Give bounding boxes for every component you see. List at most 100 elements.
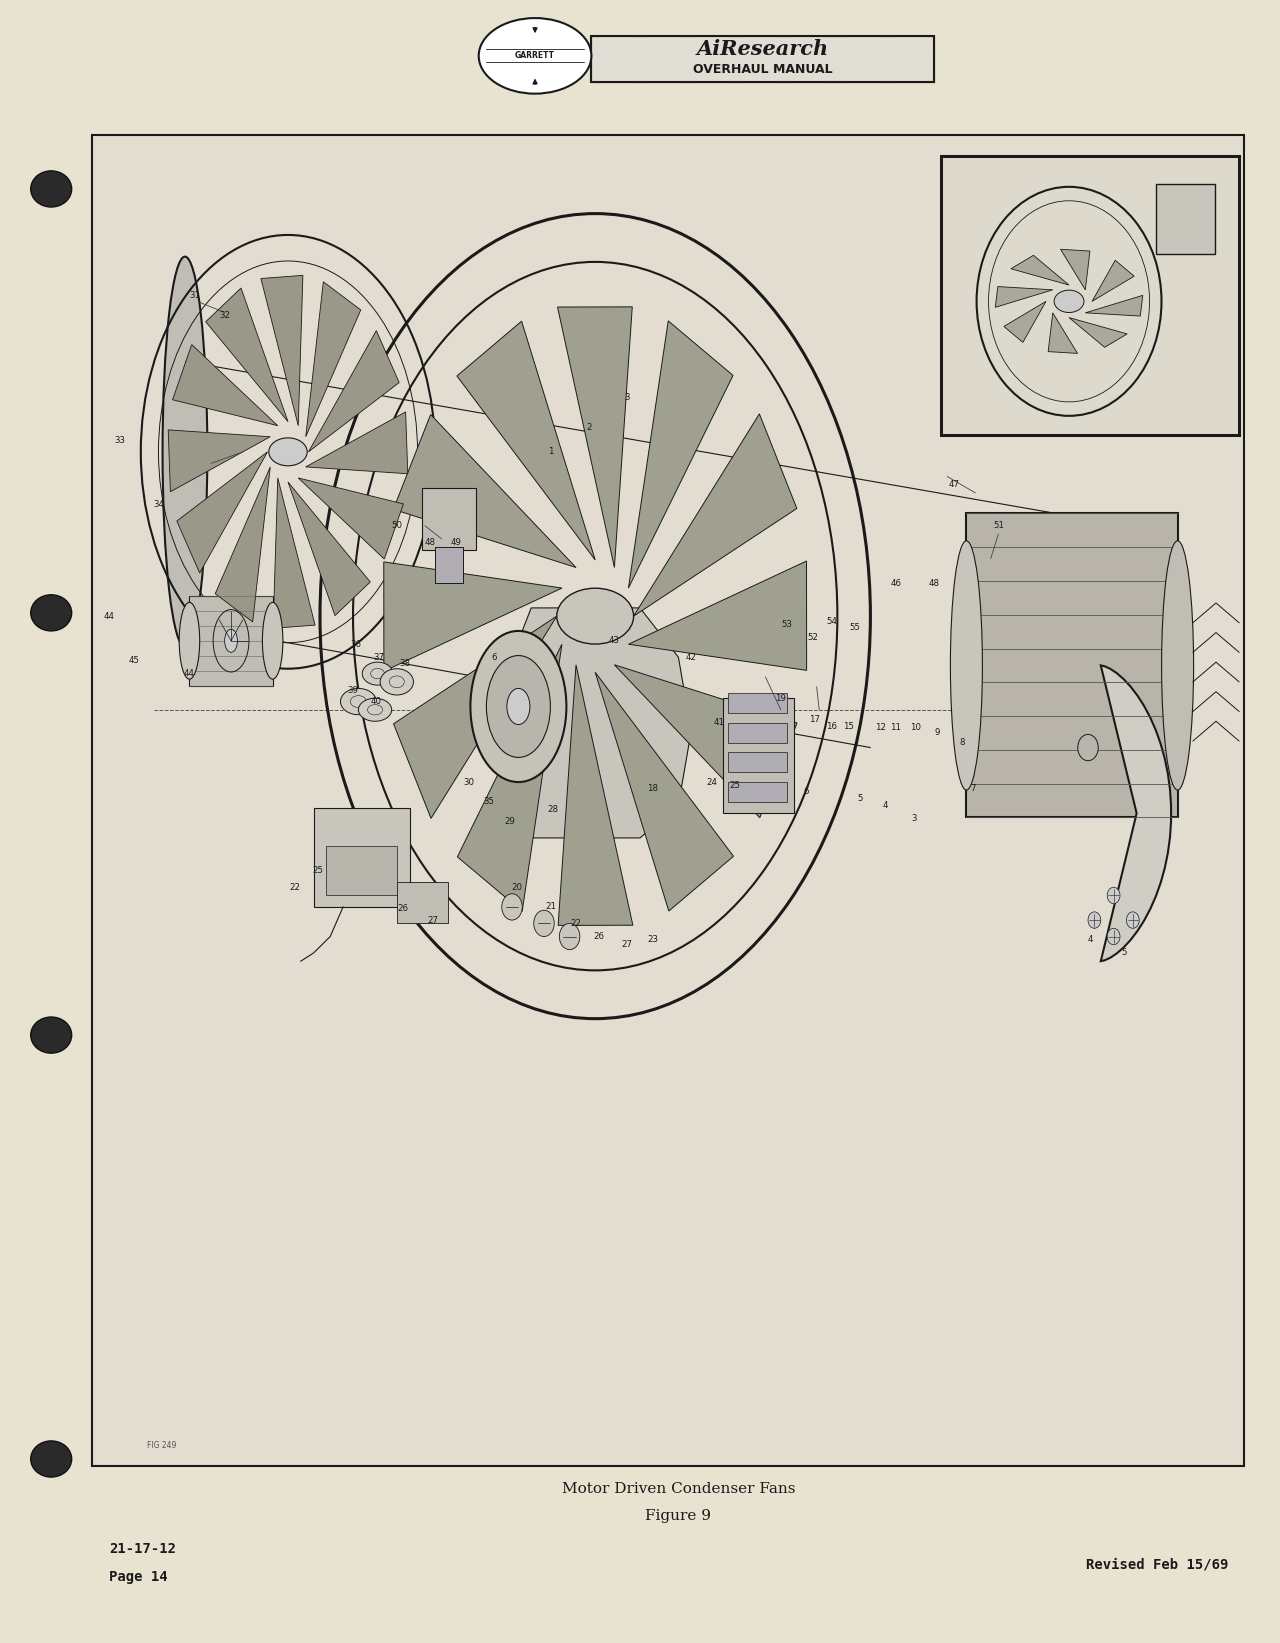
Bar [422,488,476,550]
Text: 27: 27 [428,915,438,925]
Ellipse shape [1162,541,1194,790]
Text: 16: 16 [827,721,837,731]
Text: 43: 43 [609,636,620,646]
Ellipse shape [502,894,522,920]
Text: 49: 49 [451,537,461,547]
Ellipse shape [471,631,567,782]
Ellipse shape [557,588,634,644]
Ellipse shape [507,688,530,725]
Text: 3: 3 [911,813,916,823]
Text: 24: 24 [707,777,717,787]
Text: Revised Feb 15/69: Revised Feb 15/69 [1087,1558,1229,1571]
Polygon shape [1061,250,1091,289]
Polygon shape [288,481,370,616]
Text: 36: 36 [351,639,361,649]
Text: 30: 30 [463,777,474,787]
Text: Motor Driven Condenser Fans: Motor Driven Condenser Fans [562,1482,795,1495]
Ellipse shape [262,603,283,679]
Text: 7: 7 [970,784,975,794]
Text: 54: 54 [827,616,837,626]
Text: 6: 6 [492,652,497,662]
Ellipse shape [1088,912,1101,928]
Ellipse shape [950,541,983,790]
Polygon shape [1004,301,1046,342]
Text: 29: 29 [504,817,515,826]
Bar [723,698,794,813]
Bar [728,693,787,713]
Ellipse shape [1078,734,1098,761]
Ellipse shape [269,437,307,467]
Polygon shape [393,414,576,567]
Text: 21: 21 [545,902,556,912]
Ellipse shape [559,923,580,950]
Text: OVERHAUL MANUAL: OVERHAUL MANUAL [692,62,833,76]
Polygon shape [206,288,288,422]
Text: Page 14: Page 14 [109,1571,168,1584]
Text: 40: 40 [371,697,381,706]
Bar [728,723,787,743]
Polygon shape [306,412,408,473]
Ellipse shape [31,171,72,207]
Text: 20: 20 [512,882,522,892]
Text: 28: 28 [548,805,558,815]
Bar [966,513,1178,818]
Text: 45: 45 [129,656,140,665]
Text: 3: 3 [625,393,630,403]
Text: 46: 46 [891,578,901,588]
Ellipse shape [380,669,413,695]
Text: 25: 25 [730,780,740,790]
Text: 18: 18 [648,784,658,794]
Ellipse shape [31,1441,72,1477]
Text: 53: 53 [782,619,792,629]
Ellipse shape [1107,928,1120,945]
Ellipse shape [163,256,207,647]
Ellipse shape [358,698,392,721]
Text: 44: 44 [184,669,195,679]
Text: 26: 26 [594,932,604,941]
Text: Figure 9: Figure 9 [645,1510,712,1523]
Text: 50: 50 [392,521,402,531]
Text: 31: 31 [189,291,200,301]
Polygon shape [306,283,361,437]
Text: FIG 249: FIG 249 [147,1441,177,1451]
Text: AiResearch: AiResearch [696,39,829,59]
Polygon shape [384,562,562,672]
Text: 51: 51 [993,521,1004,531]
Text: 22: 22 [289,882,300,892]
Bar [435,547,463,583]
Polygon shape [1085,296,1143,315]
Text: 48: 48 [929,578,940,588]
Polygon shape [512,608,691,838]
Text: 48: 48 [425,537,435,547]
Polygon shape [457,644,562,912]
Text: 22: 22 [571,918,581,928]
Polygon shape [1048,312,1078,353]
Text: 9: 9 [934,728,940,738]
Text: 4: 4 [883,800,888,810]
Bar [591,36,934,82]
Bar [397,882,448,923]
Ellipse shape [225,629,238,652]
Text: 37: 37 [374,652,384,662]
Text: 5: 5 [1121,948,1126,958]
Bar [189,595,273,687]
Text: 27: 27 [622,940,632,950]
Bar [1156,184,1215,253]
Bar [326,846,397,895]
Text: 6: 6 [804,787,809,797]
Bar [728,752,787,772]
Polygon shape [558,307,632,567]
Text: 1: 1 [548,447,553,457]
Text: 44: 44 [104,611,114,621]
Text: 21-17-12: 21-17-12 [109,1543,175,1556]
Text: 35: 35 [484,797,494,807]
Text: 32: 32 [220,311,230,320]
Ellipse shape [534,910,554,937]
Text: 10: 10 [910,723,920,733]
Text: 52: 52 [808,633,818,642]
Text: GARRETT: GARRETT [515,51,556,61]
Text: 55: 55 [850,623,860,633]
Text: 34: 34 [154,499,164,509]
Text: 17: 17 [809,715,819,725]
Ellipse shape [1055,291,1084,312]
